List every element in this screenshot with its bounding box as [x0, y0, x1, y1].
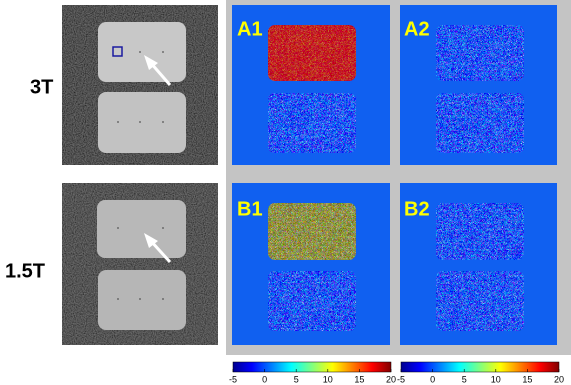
colorbar	[401, 362, 559, 372]
colorbar-tick-label: 10	[491, 374, 501, 384]
colorbar-tick-label: 20	[386, 374, 396, 384]
figure: 3T 1.5T A1 A2 B1 B2 -505101520-505101520	[0, 0, 571, 385]
colorbar-tick-label: 5	[462, 374, 467, 384]
colorbar-tick-label: 5	[294, 374, 299, 384]
panel-label: B2	[404, 198, 430, 220]
panel-label: A1	[237, 18, 263, 40]
mri-1-5t	[62, 183, 218, 345]
mri-3t	[62, 5, 218, 165]
colorbar-tick-label: 15	[522, 374, 532, 384]
row-label: 1.5T	[5, 260, 45, 282]
colorbar-tick-label: 15	[354, 374, 364, 384]
colorbar-tick-label: 10	[323, 374, 333, 384]
colorbar-tick-label: 0	[430, 374, 435, 384]
colorbar	[233, 362, 391, 372]
colorbar-tick-label: -5	[229, 374, 237, 384]
row-label: 3T	[30, 76, 53, 98]
colorbar-tick-label: 20	[554, 374, 564, 384]
panel-label: B1	[237, 198, 263, 220]
colorbar-tick-label: -5	[397, 374, 405, 384]
panel-label: A2	[404, 18, 430, 40]
colorbar-tick-label: 0	[262, 374, 267, 384]
